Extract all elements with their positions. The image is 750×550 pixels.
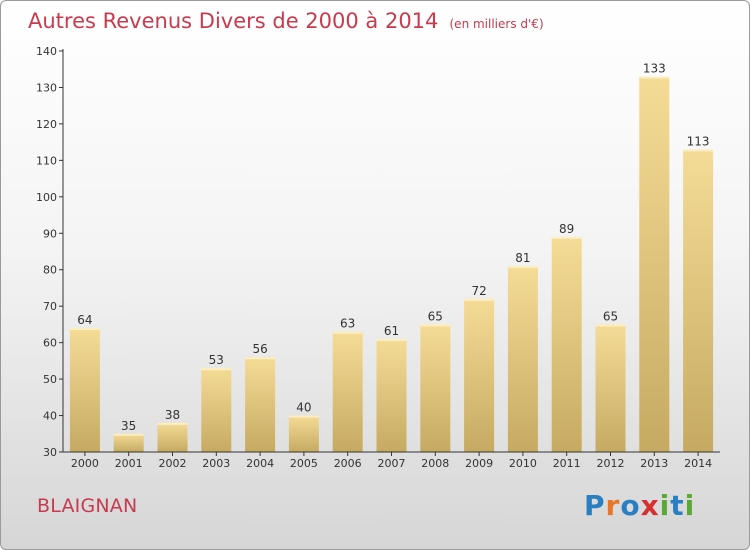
x-tick-label: 2013: [640, 457, 668, 470]
axes-group: [59, 49, 720, 456]
bar-highlight: [639, 76, 670, 79]
bar-highlight: [507, 266, 538, 269]
bar-highlight: [201, 368, 232, 371]
bar-highlight: [420, 324, 451, 327]
bar-highlight: [157, 422, 188, 425]
bar-2008: [420, 324, 451, 452]
bar-highlight: [683, 149, 714, 152]
bar-highlight: [551, 236, 582, 239]
y-tick-label: 40: [43, 410, 57, 423]
bar-2004: [245, 357, 276, 452]
labels-group: 64 2000 35 2001 38 2002 53 2003 56 2004 40 2005 63 20…: [36, 45, 712, 470]
x-tick-label: 2009: [465, 457, 493, 470]
x-tick-label: 2012: [597, 457, 625, 470]
bar-2005: [288, 415, 319, 452]
y-tick-label: 50: [43, 373, 57, 386]
bar-highlight: [595, 324, 626, 327]
y-tick-label: 60: [43, 337, 57, 350]
data-label: 56: [252, 342, 267, 356]
y-tick-label: 100: [36, 191, 57, 204]
data-label: 63: [340, 317, 355, 331]
bar-2001: [113, 433, 144, 452]
bar-highlight: [69, 328, 100, 331]
x-tick-label: 2004: [246, 457, 274, 470]
logo-letter: r: [605, 489, 621, 522]
logo-letter: i: [684, 489, 696, 522]
bar-2012: [595, 324, 626, 452]
bar-highlight: [464, 298, 495, 301]
bar-2002: [157, 422, 188, 452]
bar-2011: [551, 236, 582, 452]
x-tick-label: 2006: [334, 457, 362, 470]
bar-2000: [69, 328, 100, 452]
x-tick-label: 2010: [509, 457, 537, 470]
bar-2003: [201, 368, 232, 452]
bars-group: [69, 76, 714, 452]
x-tick-label: 2011: [553, 457, 581, 470]
data-label: 38: [165, 408, 180, 422]
x-tick-label: 2007: [378, 457, 406, 470]
data-label: 65: [428, 309, 443, 323]
y-tick-label: 120: [36, 118, 57, 131]
data-label: 113: [687, 134, 710, 148]
y-tick-label: 30: [43, 446, 57, 459]
bar-2013: [639, 76, 670, 452]
data-label: 61: [384, 324, 399, 338]
chart-title: Autres Revenus Divers de 2000 à 2014: [28, 9, 439, 33]
y-tick-label: 130: [36, 81, 57, 94]
data-label: 53: [209, 353, 224, 367]
bar-highlight: [332, 331, 363, 334]
data-label: 133: [643, 62, 666, 76]
logo-letter: i: [659, 489, 671, 522]
x-tick-label: 2003: [202, 457, 230, 470]
bar-highlight: [376, 338, 407, 341]
bar-2010: [507, 266, 538, 452]
logo-letter: o: [620, 489, 641, 522]
bar-2009: [464, 298, 495, 452]
logo-letter: x: [640, 489, 660, 522]
x-tick-label: 2000: [71, 457, 99, 470]
data-label: 65: [603, 309, 618, 323]
bar-highlight: [288, 415, 319, 418]
y-tick-label: 110: [36, 154, 57, 167]
proxiti-logo: Proxiti: [584, 489, 695, 522]
x-tick-label: 2002: [159, 457, 187, 470]
x-tick-label: 2001: [115, 457, 143, 470]
data-label: 89: [559, 222, 574, 236]
title-row: Autres Revenus Divers de 2000 à 2014 (en…: [28, 9, 544, 33]
y-tick-label: 140: [36, 45, 57, 58]
chart-unit: (en milliers d'€): [449, 17, 544, 31]
y-tick-label: 80: [43, 264, 57, 277]
x-tick-label: 2008: [421, 457, 449, 470]
y-tick-label: 90: [43, 227, 57, 240]
logo-letter: P: [584, 489, 606, 522]
bar-2006: [332, 331, 363, 452]
data-label: 81: [515, 251, 530, 265]
data-label: 40: [296, 401, 311, 415]
y-tick-label: 70: [43, 300, 57, 313]
x-tick-label: 2005: [290, 457, 318, 470]
data-label: 72: [471, 284, 486, 298]
bar-highlight: [245, 357, 276, 360]
x-tick-label: 2014: [684, 457, 712, 470]
bar-2014: [683, 149, 714, 452]
data-label: 64: [77, 313, 92, 327]
bar-2007: [376, 338, 407, 452]
bar-highlight: [113, 433, 144, 436]
commune-name: BLAIGNAN: [37, 495, 138, 517]
logo-letter: t: [670, 489, 685, 522]
data-label: 35: [121, 419, 136, 433]
